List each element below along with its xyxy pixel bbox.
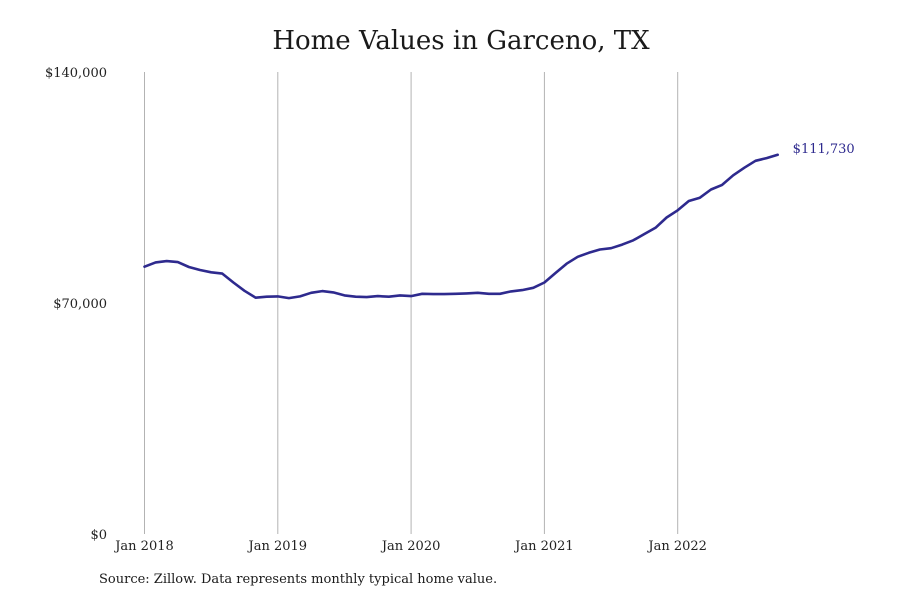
home-value-line bbox=[143, 153, 779, 300]
x-tick-label: Jan 2020 bbox=[380, 539, 441, 554]
x-tick-label: Jan 2018 bbox=[113, 539, 174, 554]
chart-title: Home Values in Garceno, TX bbox=[272, 26, 650, 56]
source-note: Source: Zillow. Data represents monthly … bbox=[99, 572, 498, 587]
y-tick-label: $0 bbox=[90, 528, 107, 543]
vertical-gridlines bbox=[144, 72, 679, 534]
last-value-label: $111,730 bbox=[793, 142, 855, 157]
y-axis-tick-labels: $0 $70,000 $140,000 bbox=[45, 66, 107, 543]
x-tick-label: Jan 2019 bbox=[247, 539, 308, 554]
y-tick-label: $70,000 bbox=[53, 297, 107, 312]
x-tick-label: Jan 2021 bbox=[513, 539, 574, 554]
x-tick-label: Jan 2022 bbox=[646, 539, 707, 554]
x-axis-tick-labels: Jan 2018 Jan 2019 Jan 2020 Jan 2021 Jan 2022 bbox=[113, 539, 707, 554]
y-tick-label: $140,000 bbox=[45, 66, 107, 81]
